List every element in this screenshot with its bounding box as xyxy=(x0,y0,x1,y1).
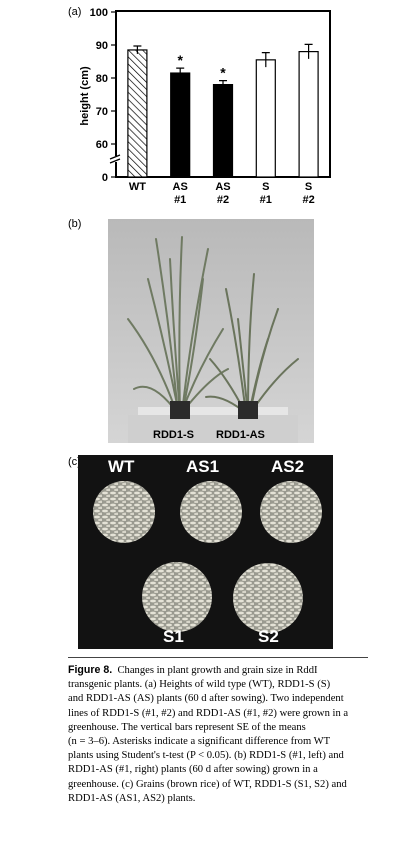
caption-line: greenhouse. The vertical bars represent … xyxy=(68,721,306,733)
panel-label-c: (c) xyxy=(68,456,81,468)
y-axis-label: height (cm) xyxy=(79,66,91,126)
bar-4 xyxy=(298,50,319,178)
grain-pile-wt xyxy=(93,481,155,543)
y-tick-label: 80 xyxy=(96,73,108,85)
bar-2 xyxy=(212,83,234,178)
y-tick-label: 0 xyxy=(102,172,108,184)
y-tick-label: 100 xyxy=(90,7,108,19)
grain-pile-s2 xyxy=(233,563,303,633)
bar-3 xyxy=(255,59,276,178)
grain-pile-s1 xyxy=(142,562,212,632)
error-bar-4 xyxy=(304,43,313,59)
axis-break-marker xyxy=(109,154,121,164)
error-bar-0 xyxy=(133,45,142,54)
caption-line: RDD1-AS (AS1, AS2) plants. xyxy=(68,792,196,804)
figure-caption: Figure 8. Changes in plant growth and gr… xyxy=(68,663,368,806)
x-tick-label: #2 xyxy=(302,194,314,206)
y-tick-label: 60 xyxy=(96,139,108,151)
photo-label-rdd1-s: RDD1-S xyxy=(153,429,194,441)
caption-rule xyxy=(68,657,368,658)
caption-line: and RDD1-AS (AS) plants (60 d after sowi… xyxy=(68,693,344,705)
x-tick-label: #1 xyxy=(174,194,186,206)
caption-line: plants using Student's t-test (P < 0.05)… xyxy=(68,750,344,762)
caption-title: Figure 8. xyxy=(68,664,113,676)
bar-0 xyxy=(127,49,148,178)
grain-piles-illustration xyxy=(93,481,322,633)
error-bar-2 xyxy=(219,80,227,89)
y-tick-label: 70 xyxy=(96,106,108,118)
grain-label-s2: S2 xyxy=(258,627,279,646)
significance-marker-1: * xyxy=(177,52,183,68)
x-tick-label: WT xyxy=(129,181,146,193)
bar-1 xyxy=(170,72,191,178)
error-bar-1 xyxy=(176,67,185,78)
grain-pile-as2 xyxy=(260,481,322,543)
grains-photo: WT AS1 AS2 S1 S2 xyxy=(78,455,333,649)
grain-label-as2: AS2 xyxy=(271,457,305,476)
caption-line: greenhouse. (c) Grains (brown rice) of W… xyxy=(68,778,347,790)
grain-label-as1: AS1 xyxy=(186,457,220,476)
grain-label-wt: WT xyxy=(108,457,135,476)
caption-line: Changes in plant growth and grain size i… xyxy=(117,665,318,676)
caption-line: (n = 3–6). Asterisks indicate a signific… xyxy=(68,736,331,748)
caption-line: RDD1-AS (#1, right) plants (60 d after s… xyxy=(68,764,318,776)
panel-label-b: (b) xyxy=(68,218,82,230)
grain-label-s1: S1 xyxy=(163,627,184,646)
caption-line: lines of RDD1-S (#1, #2) and RDD1-AS (#1… xyxy=(68,707,349,719)
x-tick-label: AS xyxy=(173,181,188,193)
photo-label-rdd1-as: RDD1-AS xyxy=(216,429,265,441)
caption-line: transgenic plants. (a) Heights of wild t… xyxy=(68,679,331,691)
y-tick-label: 90 xyxy=(96,40,108,52)
x-tick-label: AS xyxy=(215,181,230,193)
error-bar-3 xyxy=(261,51,270,68)
x-tick-label: S xyxy=(262,181,269,193)
x-tick-label: S xyxy=(305,181,312,193)
plants-illustration xyxy=(127,236,299,443)
x-tick-label: #1 xyxy=(260,194,272,206)
grain-pile-as1 xyxy=(180,481,242,543)
significance-marker-2: * xyxy=(220,65,226,81)
x-tick-label: #2 xyxy=(217,194,229,206)
panel-label-a: (a) xyxy=(68,6,82,18)
plants-photo: RDD1-S RDD1-AS xyxy=(108,219,314,443)
